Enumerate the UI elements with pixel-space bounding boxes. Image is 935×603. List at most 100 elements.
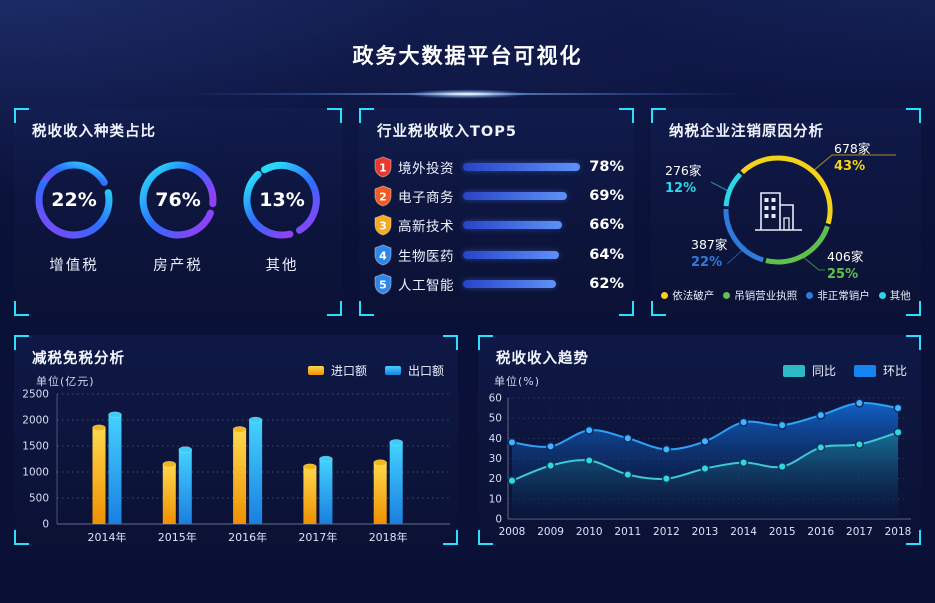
legend-item[interactable]: 依法破产 [661,288,714,303]
industry-bar-track [463,250,583,259]
ring-label: 房产税 [153,258,203,274]
legend-item[interactable]: 其他 [878,288,911,303]
donut-segment [723,208,764,263]
top5-row: 3 高新技术 66% [359,211,634,240]
tax-type-ring: 22% 增值税 [24,158,124,275]
industry-bar-track [463,192,583,201]
svg-text:1: 1 [379,161,387,174]
corner-bracket [14,335,29,350]
corner-bracket [478,335,493,350]
ring-graphic: 22% [32,158,116,242]
industry-label: 人工智能 [398,278,454,295]
svg-text:2018: 2018 [885,526,912,538]
rank-badge-icon: 1 [373,156,393,178]
industry-percent: 62% [589,276,624,293]
panel-title-tax-reduction: 减税免税分析 [32,351,125,367]
legend-swatch [384,366,401,375]
legend-item-出口额[interactable]: 出口额 [384,362,444,379]
panel-title-tax-trend: 税收收入趋势 [496,351,589,367]
ring-graphic: 76% [136,158,220,242]
svg-text:2017年: 2017年 [298,530,337,544]
panel-tax-types: 税收收入种类占比 22% 增值税 76% 房产税 13% 其他 [14,108,342,316]
svg-text:2018年: 2018年 [369,530,408,544]
callout-count: 276家 [665,163,702,178]
svg-text:3: 3 [379,220,387,233]
ring-percent-value: 13% [259,189,305,211]
industry-bar-track [463,280,583,289]
svg-text:2011: 2011 [614,526,641,538]
panel-industry-top5: 行业税收收入TOP5 1 境外投资 78% 2 电子商务 69% 3 高新技术 66% 4 生物医药… [359,108,634,316]
donut-callout: 678家 43% [834,141,870,175]
callout-count: 678家 [834,141,871,156]
panel-title-industry-top5: 行业税收收入TOP5 [377,124,517,140]
trend-area-chart: 0 10 20 30 40 50 60 2008 2009 2010 2011 2012 2013 201… [478,335,921,545]
top5-row: 1 境外投资 78% [359,152,634,181]
industry-bar [463,221,562,230]
bar-进口额 [233,429,247,524]
top5-row: 2 电子商务 69% [359,181,634,210]
legend-dot [806,292,814,299]
svg-text:5: 5 [379,279,387,292]
svg-text:2500: 2500 [22,389,49,401]
donut-callout: 387家 22% [691,237,727,271]
callout-percent: 22% [691,254,723,270]
svg-text:2: 2 [379,191,387,204]
corner-bracket [651,108,666,123]
donut-segment [740,155,833,225]
rank-badge-icon: 4 [373,244,393,266]
tax-type-ring: 76% 房产税 [128,158,228,275]
industry-label: 电子商务 [398,190,454,207]
legend-item-环比[interactable]: 环比 [853,362,907,379]
panel-title-tax-types: 税收收入种类占比 [32,124,156,140]
legend-item-进口额[interactable]: 进口额 [307,362,367,379]
bar-进口额 [303,466,317,524]
top5-row: 5 人工智能 62% [359,270,634,299]
svg-text:2017: 2017 [846,526,873,538]
panel-cancellation-reasons: 纳税企业注销原因分析 678家 43% 406家 25% 387家 22% 276家 12% … [651,108,921,316]
svg-text:50: 50 [489,413,502,425]
corner-bracket [906,530,921,545]
panel-tax-reduction: 减税免税分析 进口额 出口额 单位(亿元) 0 500 1000 1500 2000 250… [14,335,458,545]
industry-bar [463,280,556,289]
donut-segment [723,172,743,207]
y-axis-unit-label: 单位(%) [494,375,541,388]
svg-text:30: 30 [489,453,502,465]
title-flare-decoration [187,93,747,95]
bar-出口额 [178,449,192,524]
legend-item[interactable]: 吊销营业执照 [723,288,797,303]
corner-bracket [443,530,458,545]
svg-text:20: 20 [489,473,502,485]
industry-percent: 66% [589,217,624,234]
legend-swatch [782,364,805,377]
legend-item[interactable]: 非正常销户 [806,288,870,303]
svg-text:4: 4 [379,249,387,262]
page-title: 政务大数据平台可视化 [352,44,583,68]
corner-bracket [619,108,634,123]
rank-badge-icon: 2 [373,185,393,207]
svg-text:0: 0 [42,519,49,531]
legend-item-同比[interactable]: 同比 [782,362,836,379]
cancellation-donut-chart: 678家 43% 406家 25% 387家 22% 276家 12% [651,108,921,316]
legend-swatch [853,364,876,377]
industry-bar-track [463,221,583,230]
donut-callout: 406家 25% [827,249,863,283]
callout-count: 406家 [827,249,864,264]
industry-label: 高新技术 [398,219,454,236]
svg-text:2015: 2015 [769,526,796,538]
legend-swatch [307,366,324,375]
y-axis-unit-label: 单位(亿元) [36,375,95,388]
reduction-bar-chart: 0 500 1000 1500 2000 2500 2014年 2015年 2016年 2017年… [14,335,458,545]
corner-bracket [327,108,342,123]
corner-bracket [14,530,29,545]
bar-出口额 [249,420,263,524]
svg-text:60: 60 [489,393,502,405]
industry-bar [463,192,567,201]
panel-title-cancellation: 纳税企业注销原因分析 [669,124,824,140]
bar-进口额 [373,462,387,524]
svg-text:2016: 2016 [807,526,834,538]
trend-legend: 同比 环比 [782,362,907,379]
corner-bracket [359,108,374,123]
cancellation-legend: 依法破产 吊销营业执照 非正常销户 其他 [651,288,921,303]
building-icon [755,192,802,231]
corner-bracket [478,530,493,545]
